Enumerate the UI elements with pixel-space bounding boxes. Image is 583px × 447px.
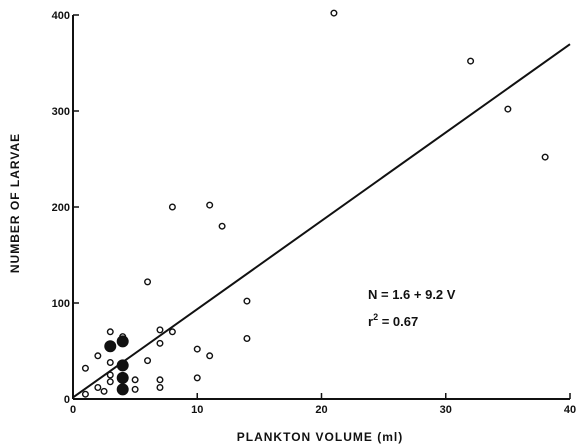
regression-line [72, 43, 571, 399]
open-data-point [243, 297, 251, 305]
open-data-point [218, 222, 226, 230]
equation-annotation: N = 1.6 + 9.2 V [368, 287, 456, 302]
open-data-point [131, 376, 139, 384]
open-data-point [94, 383, 102, 391]
open-data-point [541, 153, 549, 161]
y-axis-title: NUMBER OF LARVAE [8, 133, 22, 273]
open-data-point [156, 383, 164, 391]
y-tick-label: 200 [52, 202, 70, 214]
x-tick-label: 0 [70, 404, 76, 416]
y-tick-label: 100 [52, 298, 70, 310]
open-data-point [193, 374, 201, 382]
open-data-point [156, 326, 164, 334]
open-data-point [206, 201, 214, 209]
open-data-point [106, 328, 114, 336]
axes [72, 15, 570, 400]
r-squared-annotation: r2 = 0.67 [368, 312, 418, 329]
open-data-point [168, 203, 176, 211]
open-data-point [131, 385, 139, 393]
y-tick-label: 300 [52, 106, 70, 118]
filled-data-point [104, 340, 117, 353]
filled-data-point [116, 371, 129, 384]
open-data-point [106, 371, 114, 379]
open-data-point [106, 359, 114, 367]
open-data-point [100, 387, 108, 395]
filled-data-point [116, 383, 129, 396]
open-data-point [168, 328, 176, 336]
open-data-point [504, 105, 512, 113]
x-axis-title: PLANKTON VOLUME (ml) [237, 430, 403, 444]
y-tick-label: 0 [64, 394, 70, 406]
r-squared-value: = 0.67 [378, 314, 418, 329]
open-data-point [206, 352, 214, 360]
open-data-point [106, 378, 114, 386]
x-tick-label: 40 [564, 404, 576, 416]
filled-data-point [116, 335, 129, 348]
r-squared-prefix: r [368, 314, 373, 329]
y-tick-label: 400 [52, 10, 70, 22]
open-data-point [193, 345, 201, 353]
x-tick-label: 10 [191, 404, 203, 416]
open-data-point [243, 335, 251, 343]
open-data-point [94, 352, 102, 360]
open-data-point [81, 364, 89, 372]
regression-line-group [72, 43, 571, 399]
x-tick-label: 20 [315, 404, 327, 416]
open-data-point [156, 376, 164, 384]
r-squared-exponent: 2 [373, 312, 378, 322]
open-data-point [144, 278, 152, 286]
open-data-point [467, 57, 475, 65]
open-data-point [81, 390, 89, 398]
x-tick-label: 30 [440, 404, 452, 416]
data-points [81, 9, 549, 398]
open-data-point [156, 339, 164, 347]
open-data-point [144, 357, 152, 365]
filled-data-point [116, 359, 129, 372]
open-data-point [330, 9, 338, 17]
